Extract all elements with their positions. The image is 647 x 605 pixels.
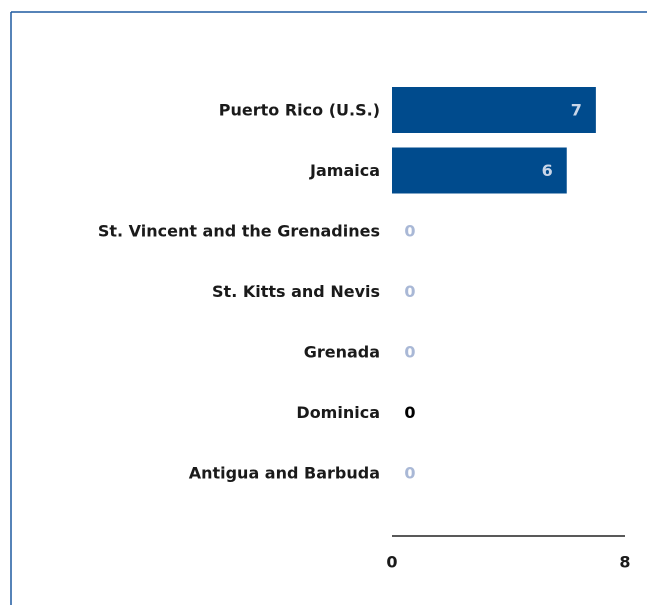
category-label: St. Kitts and Nevis (212, 282, 380, 301)
category-label: Grenada (304, 343, 380, 362)
value-label: 0 (404, 282, 415, 301)
value-label: 0 (404, 222, 415, 241)
category-label: Puerto Rico (U.S.) (219, 101, 380, 120)
value-label: 0 (404, 403, 415, 422)
x-tick-label: 8 (619, 553, 630, 572)
category-label: Antigua and Barbuda (189, 464, 380, 483)
category-label: St. Vincent and the Grenadines (98, 222, 380, 241)
category-label: Jamaica (309, 161, 380, 180)
category-label: Dominica (296, 403, 380, 422)
x-tick-label: 0 (386, 553, 397, 572)
value-label: 0 (404, 343, 415, 362)
bar (392, 147, 567, 194)
value-label: 0 (404, 464, 415, 483)
value-label: 6 (542, 161, 553, 180)
bar (392, 87, 596, 133)
value-label: 7 (571, 101, 582, 120)
